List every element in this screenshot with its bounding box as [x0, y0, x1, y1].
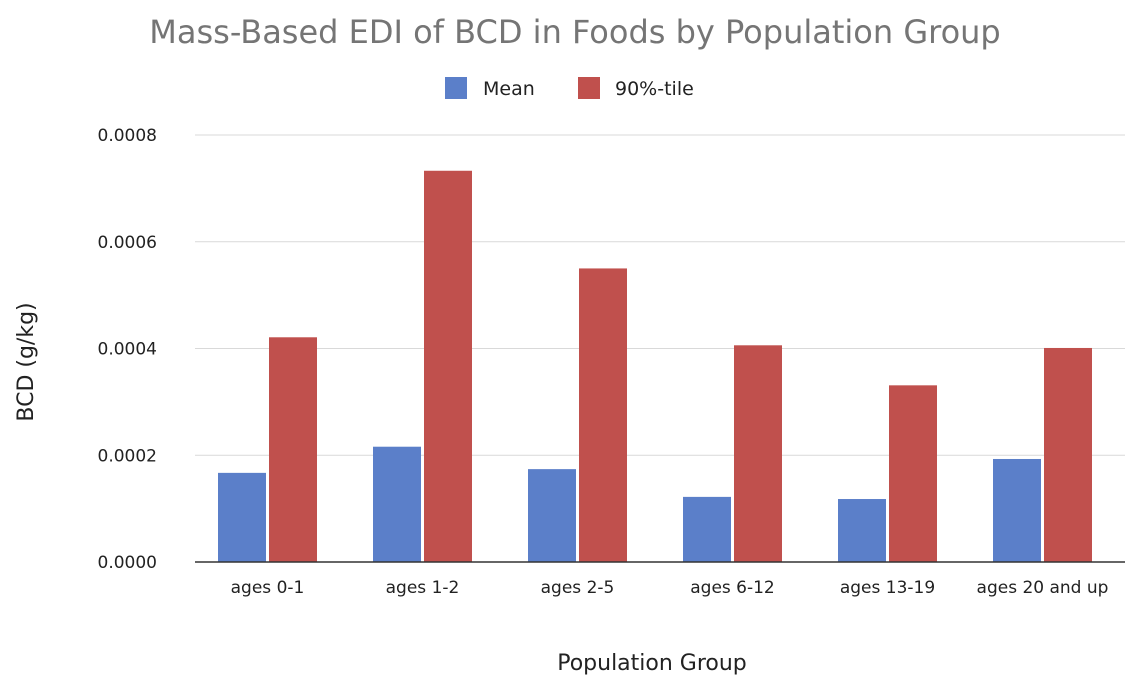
x-tick-label: ages 1-2 [386, 578, 460, 598]
bar-mean-2 [528, 469, 576, 562]
bar-90th-4 [889, 385, 937, 562]
bar-mean-3 [683, 496, 731, 562]
x-axis-ticks: ages 0-1 ages 1-2 ages 2-5 ages 6-12 ages 13… [231, 578, 1109, 598]
x-tick-label: ages 2-5 [541, 578, 615, 598]
bar-mean-1 [373, 446, 421, 562]
x-tick-label: ages 0-1 [231, 578, 305, 598]
x-tick-label: ages 6-12 [690, 578, 775, 598]
x-axis-label: Population Group [557, 651, 747, 675]
x-tick-label: ages 13-19 [840, 578, 935, 598]
y-tick-label: 0.0002 [98, 446, 157, 466]
bar-90th-1 [424, 170, 472, 563]
bar-mean-4 [838, 499, 886, 562]
legend: Mean 90%-tile [445, 77, 694, 100]
bar-mean-5 [993, 458, 1041, 562]
bar-90th-0 [269, 337, 317, 562]
bar-90th-5 [1044, 347, 1092, 562]
y-axis-ticks: 0.0000 0.0002 0.0004 0.0006 0.0008 [98, 126, 157, 573]
y-tick-label: 0.0000 [98, 553, 157, 573]
bar-90th-3 [734, 345, 782, 562]
bar-mean-0 [218, 472, 266, 562]
chart-title: Mass-Based EDI of BCD in Foods by Popula… [149, 13, 1000, 51]
legend-swatch-mean [445, 77, 467, 99]
bar-90th-2 [579, 268, 627, 562]
legend-label-mean: Mean [483, 78, 535, 100]
bars [218, 170, 1092, 563]
x-tick-label: ages 20 and up [977, 578, 1109, 598]
y-tick-label: 0.0008 [98, 126, 157, 146]
gridlines [195, 134, 1125, 456]
y-tick-label: 0.0004 [98, 340, 157, 360]
y-axis-label: BCD (g/kg) [14, 302, 39, 421]
legend-label-90th: 90%-tile [615, 78, 694, 100]
legend-swatch-90th [578, 77, 600, 99]
y-tick-label: 0.0006 [98, 233, 157, 253]
